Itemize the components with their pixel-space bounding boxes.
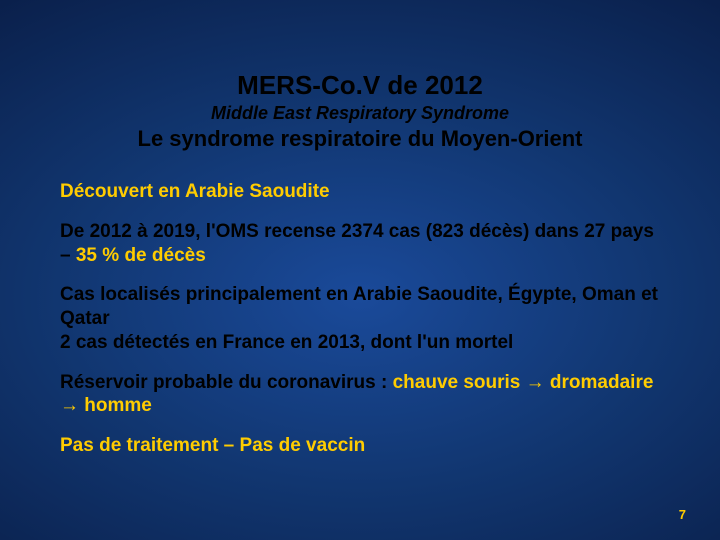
paragraph-treatment: Pas de traitement – Pas de vaccin <box>60 434 660 458</box>
slide-body: Découvert en Arabie Saoudite De 2012 à 2… <box>60 180 660 458</box>
text-highlight: Découvert en Arabie Saoudite <box>60 181 330 202</box>
text-plain: 2 cas détectés en France en 2013, dont l… <box>60 332 513 353</box>
slide-subtitle-english: Middle East Respiratory Syndrome <box>60 103 660 124</box>
page-number: 7 <box>679 507 686 522</box>
paragraph-locations: Cas localisés principalement en Arabie S… <box>60 283 660 354</box>
paragraph-discovery: Découvert en Arabie Saoudite <box>60 180 660 204</box>
paragraph-reservoir: Réservoir probable du coronavirus : chau… <box>60 371 660 419</box>
slide-subtitle-french: Le syndrome respiratoire du Moyen-Orient <box>60 126 660 152</box>
paragraph-stats: De 2012 à 2019, l'OMS recense 2374 cas (… <box>60 220 660 268</box>
text-plain: Réservoir probable du coronavirus : <box>60 372 393 393</box>
text-highlight: 35 % de décès <box>76 245 206 266</box>
title-block: MERS-Co.V de 2012 Middle East Respirator… <box>60 70 660 152</box>
text-plain: Cas localisés principalement en Arabie S… <box>60 284 658 329</box>
slide-container: MERS-Co.V de 2012 Middle East Respirator… <box>0 0 720 540</box>
slide-title: MERS-Co.V de 2012 <box>60 70 660 101</box>
text-highlight: Pas de traitement – Pas de vaccin <box>60 435 365 456</box>
